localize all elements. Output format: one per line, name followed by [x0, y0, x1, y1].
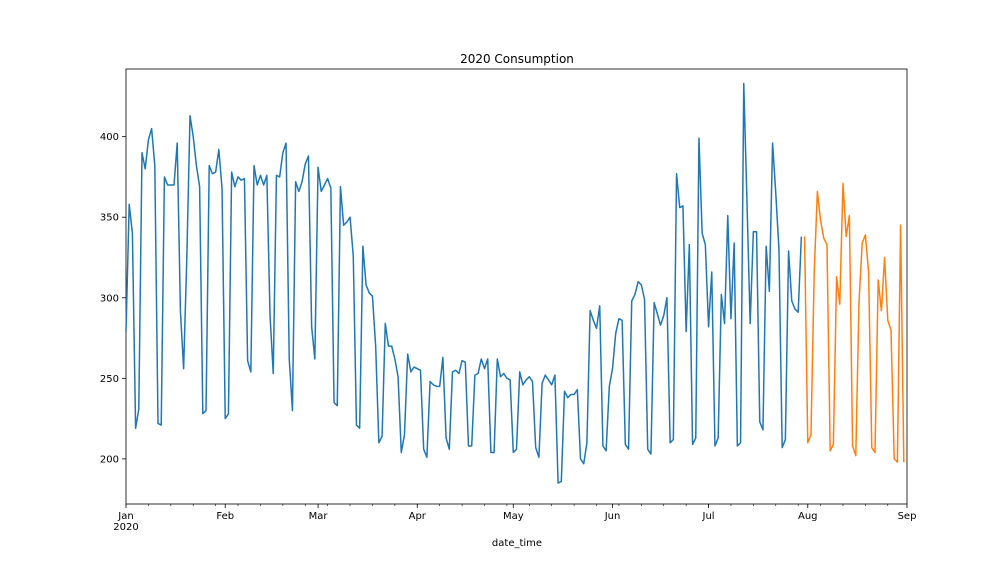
- series-line-1: [125, 82, 803, 484]
- y-tick-label: 350: [100, 213, 119, 224]
- plot-area: [125, 68, 908, 505]
- x-axis-label: date_time: [492, 538, 542, 549]
- x-tick-sublabel: 2020: [113, 522, 138, 533]
- y-axis: 200 250 300 350 400: [100, 132, 126, 465]
- y-tick-label: 300: [100, 293, 119, 304]
- y-tick-label: 400: [100, 132, 119, 143]
- x-tick-label: Jul: [702, 511, 715, 522]
- x-tick-label: May: [503, 511, 524, 522]
- series-layer: [125, 82, 905, 484]
- y-tick-label: 200: [100, 454, 119, 465]
- y-tick-label: 250: [100, 374, 119, 385]
- series-line-2: [803, 182, 905, 463]
- x-tick-label: Sep: [898, 511, 917, 522]
- x-tick-label: Jun: [604, 511, 621, 522]
- chart-title: 2020 Consumption: [460, 52, 574, 66]
- x-tick-label: Jan: [117, 511, 133, 522]
- x-tick-label: Apr: [409, 511, 427, 522]
- x-tick-label: Mar: [309, 511, 329, 522]
- x-tick-label: Aug: [798, 511, 818, 522]
- x-tick-label: Feb: [216, 511, 234, 522]
